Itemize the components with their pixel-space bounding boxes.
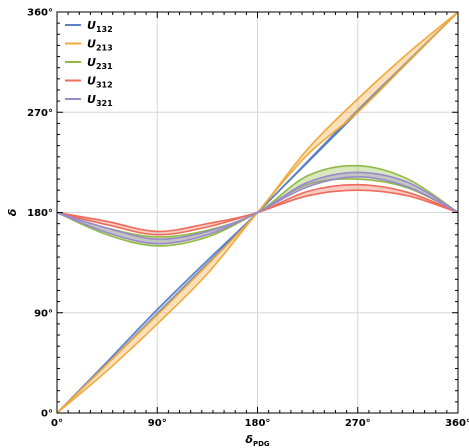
axis-ticks [56,11,459,414]
y-tick-label: 180° [27,208,53,219]
y-tick-label: 90° [34,308,53,319]
y-tick-label: 270° [27,108,53,119]
legend-label-321: U321 [87,93,113,108]
x-axis-label: δPDG [245,433,270,448]
y-axis-label: δ [6,209,19,217]
series-bands [56,11,459,414]
x-tick-label: 360° [445,418,469,429]
y-tick-label: 0° [41,409,53,420]
tick-labels: 0° 90° 180° 270° 360° 0° 90° 180° 270° 360° [27,8,469,430]
series-line-lower-321 [56,176,459,245]
legend-label-132: U132 [87,19,113,34]
x-tick-label: 270° [345,418,371,429]
legend-label-213: U213 [87,38,113,53]
legend-label-231: U231 [87,56,113,71]
x-tick-label: 180° [245,418,271,429]
x-tick-label: 90° [148,418,167,429]
legend: U132 U213 U231 U312 U321 [65,19,113,108]
y-tick-label: 360° [27,8,53,19]
legend-label-312: U312 [87,75,113,90]
x-tick-label: 0° [51,418,63,429]
